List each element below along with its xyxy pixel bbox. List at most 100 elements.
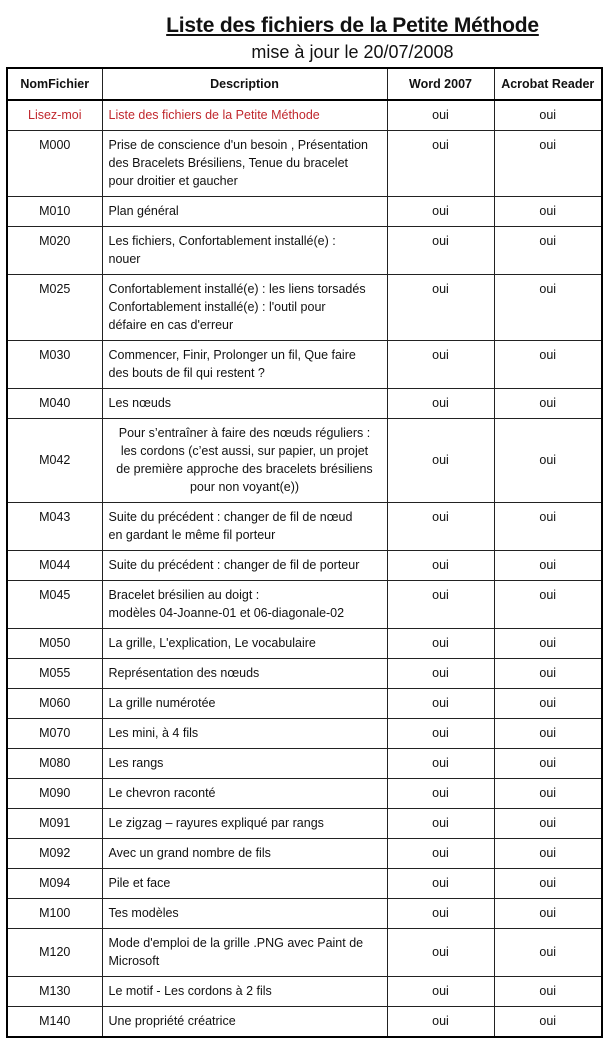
acrobat-reader-cell: oui (493, 226, 603, 275)
table-row: M092 Avec un grand nombre de fils oui oui (6, 838, 603, 869)
file-name-cell: M090 (6, 778, 103, 809)
word-2007-cell: oui (386, 388, 495, 419)
file-name-cell: M092 (6, 838, 103, 869)
word-2007-cell: oui (386, 1006, 495, 1038)
table-row: M094 Pile et face oui oui (6, 868, 603, 899)
acrobat-reader-cell: oui (493, 778, 603, 809)
description-cell: Le chevron raconté (101, 778, 388, 809)
table-row: M055 Représentation des nœuds oui oui (6, 658, 603, 689)
table-row: M080 Les rangs oui oui (6, 748, 603, 779)
word-2007-cell: oui (386, 580, 495, 629)
description-cell: Liste des fichiers de la Petite Méthode (101, 99, 388, 131)
file-name-cell: M140 (6, 1006, 103, 1038)
table-row: M050 La grille, L'explication, Le vocabul… (6, 628, 603, 659)
acrobat-reader-cell: oui (493, 748, 603, 779)
table-row: M010 Plan général oui oui (6, 196, 603, 227)
acrobat-reader-cell: oui (493, 274, 603, 341)
word-2007-cell: oui (386, 976, 495, 1007)
table-row: M000 Prise de conscience d'un besoin , Pr… (6, 130, 603, 197)
table-row: M044 Suite du précédent : changer de fil … (6, 550, 603, 581)
acrobat-reader-cell: oui (493, 628, 603, 659)
description-cell: Pour s’entraîner à faire des nœuds régul… (101, 418, 388, 503)
table-row: M040 Les nœuds oui oui (6, 388, 603, 419)
table-row: M070 Les mini, à 4 fils oui oui (6, 718, 603, 749)
word-2007-cell: oui (386, 868, 495, 899)
acrobat-reader-cell: oui (493, 688, 603, 719)
acrobat-reader-cell: oui (493, 718, 603, 749)
table-row: M091 Le zigzag – rayures expliqué par ran… (6, 808, 603, 839)
file-name-cell: M091 (6, 808, 103, 839)
file-name-cell: M044 (6, 550, 103, 581)
description-cell: Une propriété créatrice (101, 1006, 388, 1038)
description-cell: Prise de conscience d'un besoin , Présen… (101, 130, 388, 197)
file-name-cell: M010 (6, 196, 103, 227)
description-cell: Représentation des nœuds (101, 658, 388, 689)
file-name-cell: M080 (6, 748, 103, 779)
table-row: M130 Le motif - Les cordons à 2 fils oui ou… (6, 976, 603, 1007)
table-row: M030 Commencer, Finir, Prolonger un fil, … (6, 340, 603, 389)
word-2007-cell: oui (386, 274, 495, 341)
acrobat-reader-cell: oui (493, 550, 603, 581)
file-name-cell: M100 (6, 898, 103, 929)
table-row: M100 Tes modèles oui oui (6, 898, 603, 929)
word-2007-cell: oui (386, 838, 495, 869)
word-2007-cell: oui (386, 778, 495, 809)
description-cell: Le zigzag – rayures expliqué par rangs (101, 808, 388, 839)
column-header-acrobat-reader: Acrobat Reader (493, 67, 603, 101)
file-name-cell: M043 (6, 502, 103, 551)
column-header-description: Description (101, 67, 388, 101)
description-cell: Les mini, à 4 fils (101, 718, 388, 749)
acrobat-reader-cell: oui (493, 808, 603, 839)
table-row: M042 Pour s’entraîner à faire des nœuds r… (6, 418, 603, 503)
word-2007-cell: oui (386, 340, 495, 389)
file-name-cell: M000 (6, 130, 103, 197)
file-name-cell: M055 (6, 658, 103, 689)
acrobat-reader-cell: oui (493, 340, 603, 389)
word-2007-cell: oui (386, 718, 495, 749)
files-table: NomFichier Description Word 2007 Acrobat… (6, 67, 603, 1038)
acrobat-reader-cell: oui (493, 976, 603, 1007)
word-2007-cell: oui (386, 808, 495, 839)
table-row: M120 Mode d'emploi de la grille .PNG avec… (6, 928, 603, 977)
file-name-cell: M060 (6, 688, 103, 719)
description-cell: Les nœuds (101, 388, 388, 419)
description-cell: Plan général (101, 196, 388, 227)
table-row: M060 La grille numérotée oui oui (6, 688, 603, 719)
column-header-nomfichier: NomFichier (6, 67, 103, 101)
word-2007-cell: oui (386, 418, 495, 503)
table-row: M025 Confortablement installé(e) : les li… (6, 274, 603, 341)
file-name-cell: M094 (6, 868, 103, 899)
table-row: Lisez-moi Liste des fichiers de la Petite… (6, 99, 603, 131)
description-cell: Avec un grand nombre de fils (101, 838, 388, 869)
description-cell: Les fichiers, Confortablement installé(e… (101, 226, 388, 275)
table-row: M045 Bracelet brésilien au doigt : modèle… (6, 580, 603, 629)
description-cell: Tes modèles (101, 898, 388, 929)
description-cell: Confortablement installé(e) : les liens … (101, 274, 388, 341)
acrobat-reader-cell: oui (493, 196, 603, 227)
document-title: Liste des fichiers de la Petite Méthode (166, 14, 539, 37)
word-2007-cell: oui (386, 658, 495, 689)
file-name-cell: M070 (6, 718, 103, 749)
word-2007-cell: oui (386, 748, 495, 779)
description-cell: Les rangs (101, 748, 388, 779)
file-name-cell: M025 (6, 274, 103, 341)
file-name-cell: M045 (6, 580, 103, 629)
acrobat-reader-cell: oui (493, 658, 603, 689)
description-cell: Pile et face (101, 868, 388, 899)
word-2007-cell: oui (386, 688, 495, 719)
table-row: M043 Suite du précédent : changer de fil … (6, 502, 603, 551)
file-name-cell: M120 (6, 928, 103, 977)
table-header-row: NomFichier Description Word 2007 Acrobat… (6, 67, 603, 101)
word-2007-cell: oui (386, 928, 495, 977)
acrobat-reader-cell: oui (493, 130, 603, 197)
acrobat-reader-cell: oui (493, 898, 603, 929)
word-2007-cell: oui (386, 628, 495, 659)
table-row: M090 Le chevron raconté oui oui (6, 778, 603, 809)
acrobat-reader-cell: oui (493, 99, 603, 131)
file-name-cell: M030 (6, 340, 103, 389)
word-2007-cell: oui (386, 99, 495, 131)
file-name-cell: M130 (6, 976, 103, 1007)
file-name-cell: Lisez-moi (6, 99, 103, 131)
word-2007-cell: oui (386, 502, 495, 551)
description-cell: Mode d'emploi de la grille .PNG avec Pai… (101, 928, 388, 977)
